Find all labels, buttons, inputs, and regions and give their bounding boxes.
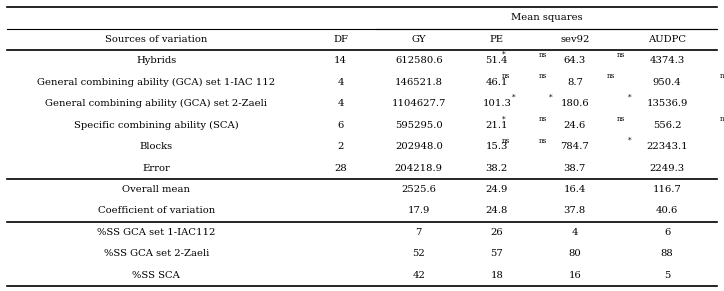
Text: 6: 6 [337, 121, 344, 129]
Text: GY: GY [411, 35, 426, 44]
Text: 146521.8: 146521.8 [395, 78, 443, 87]
Text: 8.7: 8.7 [567, 78, 583, 87]
Text: 180.6: 180.6 [560, 99, 589, 108]
Text: Error: Error [143, 164, 170, 173]
Text: ns: ns [617, 115, 626, 123]
Text: ns: ns [539, 115, 547, 123]
Text: 22343.1: 22343.1 [647, 142, 688, 151]
Text: ns: ns [539, 72, 547, 80]
Text: 204218.9: 204218.9 [395, 164, 443, 173]
Text: ns: ns [617, 51, 626, 59]
Text: 5: 5 [664, 271, 670, 280]
Text: 64.3: 64.3 [564, 56, 586, 65]
Text: sev92: sev92 [560, 35, 589, 44]
Text: 2525.6: 2525.6 [401, 185, 436, 194]
Text: 556.2: 556.2 [653, 121, 681, 129]
Text: 38.7: 38.7 [564, 164, 586, 173]
Text: *: * [628, 136, 631, 145]
Text: 28: 28 [334, 164, 347, 173]
Text: 4374.3: 4374.3 [649, 56, 685, 65]
Text: ns: ns [502, 136, 510, 145]
Text: *: * [512, 94, 515, 102]
Text: 2: 2 [337, 142, 344, 151]
Text: 24.6: 24.6 [564, 121, 586, 129]
Text: 80: 80 [568, 249, 581, 258]
Text: 7: 7 [416, 228, 422, 237]
Text: 26: 26 [490, 228, 503, 237]
Text: 16.4: 16.4 [564, 185, 586, 194]
Text: *: * [502, 115, 505, 123]
Text: 116.7: 116.7 [653, 185, 681, 194]
Text: 46.1: 46.1 [486, 78, 508, 87]
Text: AUDPC: AUDPC [648, 35, 686, 44]
Text: 4: 4 [572, 228, 578, 237]
Text: 42: 42 [413, 271, 425, 280]
Text: 57: 57 [490, 249, 503, 258]
Text: *: * [502, 51, 505, 59]
Text: 612580.6: 612580.6 [395, 56, 442, 65]
Text: 15.3: 15.3 [486, 142, 508, 151]
Text: 784.7: 784.7 [560, 142, 589, 151]
Text: Blocks: Blocks [140, 142, 173, 151]
Text: %SS GCA set 1-IAC112: %SS GCA set 1-IAC112 [97, 228, 216, 237]
Text: 13536.9: 13536.9 [647, 99, 688, 108]
Text: 4: 4 [337, 99, 344, 108]
Text: ns: ns [502, 72, 510, 80]
Text: 16: 16 [568, 271, 581, 280]
Text: 40.6: 40.6 [656, 206, 678, 215]
Text: *: * [628, 94, 631, 102]
Text: PE: PE [490, 35, 504, 44]
Text: Specific combining ability (SCA): Specific combining ability (SCA) [74, 120, 239, 130]
Text: ns: ns [607, 72, 615, 80]
Text: General combining ability (GCA) set 2-Zaeli: General combining ability (GCA) set 2-Za… [45, 99, 267, 108]
Text: %SS SCA: %SS SCA [132, 271, 180, 280]
Text: General combining ability (GCA) set 1-IAC 112: General combining ability (GCA) set 1-IA… [37, 78, 275, 87]
Text: ns: ns [720, 115, 724, 123]
Text: Overall mean: Overall mean [122, 185, 190, 194]
Text: 24.9: 24.9 [486, 185, 508, 194]
Text: 18: 18 [490, 271, 503, 280]
Text: 17.9: 17.9 [408, 206, 430, 215]
Text: Hybrids: Hybrids [136, 56, 177, 65]
Text: 24.8: 24.8 [486, 206, 508, 215]
Text: ns: ns [539, 136, 547, 145]
Text: 6: 6 [664, 228, 670, 237]
Text: 202948.0: 202948.0 [395, 142, 442, 151]
Text: 595295.0: 595295.0 [395, 121, 442, 129]
Text: 51.4: 51.4 [486, 56, 508, 65]
Text: DF: DF [333, 35, 348, 44]
Text: 2249.3: 2249.3 [649, 164, 685, 173]
Text: *: * [550, 94, 553, 102]
Text: Mean squares: Mean squares [510, 13, 582, 22]
Text: Sources of variation: Sources of variation [105, 35, 208, 44]
Text: 52: 52 [413, 249, 425, 258]
Text: 14: 14 [334, 56, 348, 65]
Text: ns: ns [720, 72, 724, 80]
Text: 950.4: 950.4 [653, 78, 681, 87]
Text: 21.1: 21.1 [486, 121, 508, 129]
Text: 4: 4 [337, 78, 344, 87]
Text: %SS GCA set 2-Zaeli: %SS GCA set 2-Zaeli [104, 249, 209, 258]
Text: 101.3: 101.3 [482, 99, 511, 108]
Text: ns: ns [539, 51, 547, 59]
Text: 37.8: 37.8 [564, 206, 586, 215]
Text: 1104627.7: 1104627.7 [392, 99, 446, 108]
Text: 38.2: 38.2 [486, 164, 508, 173]
Text: 88: 88 [661, 249, 673, 258]
Text: Coefficient of variation: Coefficient of variation [98, 206, 215, 215]
